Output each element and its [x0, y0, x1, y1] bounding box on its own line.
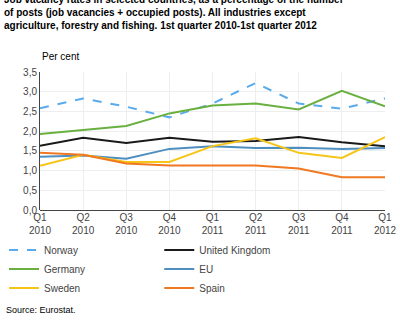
svg-text:Q42010: Q42010	[158, 212, 181, 236]
svg-text:2,5: 2,5	[23, 106, 37, 117]
svg-text:Q12011: Q12011	[202, 212, 224, 236]
svg-text:EU: EU	[199, 264, 213, 275]
svg-text:0,5: 0,5	[23, 185, 37, 196]
svg-text:Q32010: Q32010	[115, 212, 138, 236]
svg-text:Sweden: Sweden	[44, 283, 80, 294]
svg-text:3,5: 3,5	[23, 67, 37, 78]
svg-text:United Kingdom: United Kingdom	[199, 245, 270, 256]
svg-text:Germany: Germany	[44, 264, 85, 275]
svg-text:Q22010: Q22010	[72, 212, 95, 236]
svg-text:Q12012: Q12012	[374, 212, 397, 236]
svg-text:Q22011: Q22011	[245, 212, 267, 236]
svg-text:2,0: 2,0	[23, 126, 37, 137]
svg-text:Q32011: Q32011	[288, 212, 310, 236]
svg-text:Per cent: Per cent	[42, 51, 79, 62]
svg-text:Spain: Spain	[199, 283, 225, 294]
svg-text:Norway: Norway	[44, 245, 78, 256]
svg-text:1,0: 1,0	[23, 165, 37, 176]
svg-text:Q42011: Q42011	[331, 212, 353, 236]
svg-text:3,0: 3,0	[23, 86, 37, 97]
svg-text:Q12010: Q12010	[29, 212, 52, 236]
svg-text:1,5: 1,5	[23, 145, 37, 156]
svg-text:Source: Eurostat.: Source: Eurostat.	[6, 305, 76, 315]
svg-text:0,0: 0,0	[23, 205, 37, 216]
svg-text:Job vacancy rates in selected: Job vacancy rates in selected countries,…	[4, 0, 344, 31]
